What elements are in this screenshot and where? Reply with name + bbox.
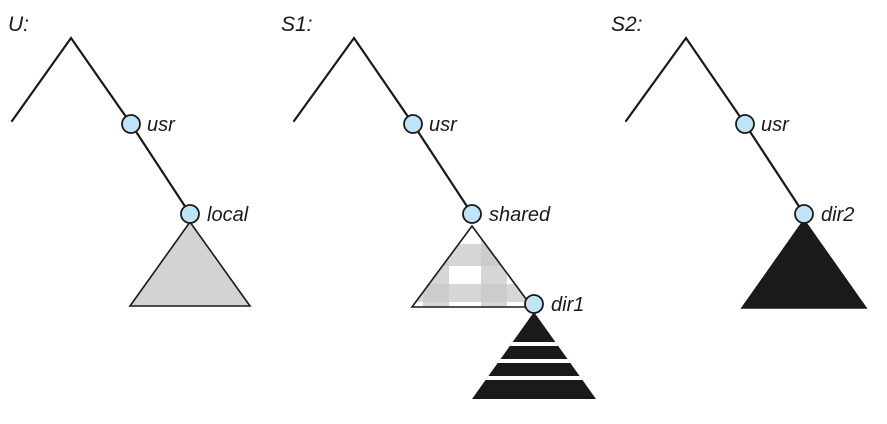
- label-usr-u: usr: [147, 114, 176, 136]
- tree-s2: S2: usr dir2: [611, 13, 868, 309]
- label-usr-s1: usr: [429, 114, 458, 136]
- node-dir1: [524, 294, 544, 314]
- tree-u: U: usr local: [8, 13, 252, 307]
- tree-s1: S1: usr shared dir1: [281, 13, 596, 399]
- node-usr-s1: [403, 114, 423, 134]
- dir2-subtree-triangle: [740, 218, 868, 309]
- label-shared: shared: [489, 204, 551, 226]
- node-local: [180, 204, 200, 224]
- tree-title-s2: S2:: [611, 13, 643, 36]
- node-usr-u: [121, 114, 141, 134]
- label-local: local: [207, 204, 249, 226]
- label-dir2: dir2: [821, 204, 854, 226]
- root-branch-u: [10, 36, 133, 126]
- node-dir2: [794, 204, 814, 224]
- edge-usr-shared: [411, 122, 474, 216]
- edge-usr-local: [129, 122, 192, 216]
- root-branch-s1: [292, 36, 415, 126]
- node-shared: [462, 204, 482, 224]
- node-usr-s2: [735, 114, 755, 134]
- edge-usr-dir2: [743, 122, 806, 216]
- root-branch-s2: [624, 36, 747, 126]
- label-dir1: dir1: [551, 294, 584, 316]
- dir1-subtree-triangle: [472, 312, 596, 399]
- tree-title-s1: S1:: [281, 13, 313, 36]
- shared-subtree-triangle: [412, 226, 532, 307]
- local-subtree-triangle: [128, 220, 252, 307]
- label-usr-s2: usr: [761, 114, 790, 136]
- tree-title-u: U:: [8, 13, 29, 36]
